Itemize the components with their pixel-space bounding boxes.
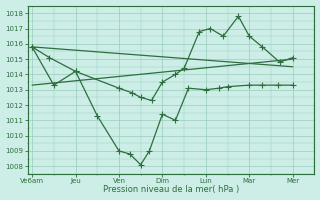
X-axis label: Pression niveau de la mer( hPa ): Pression niveau de la mer( hPa ) [103,185,239,194]
